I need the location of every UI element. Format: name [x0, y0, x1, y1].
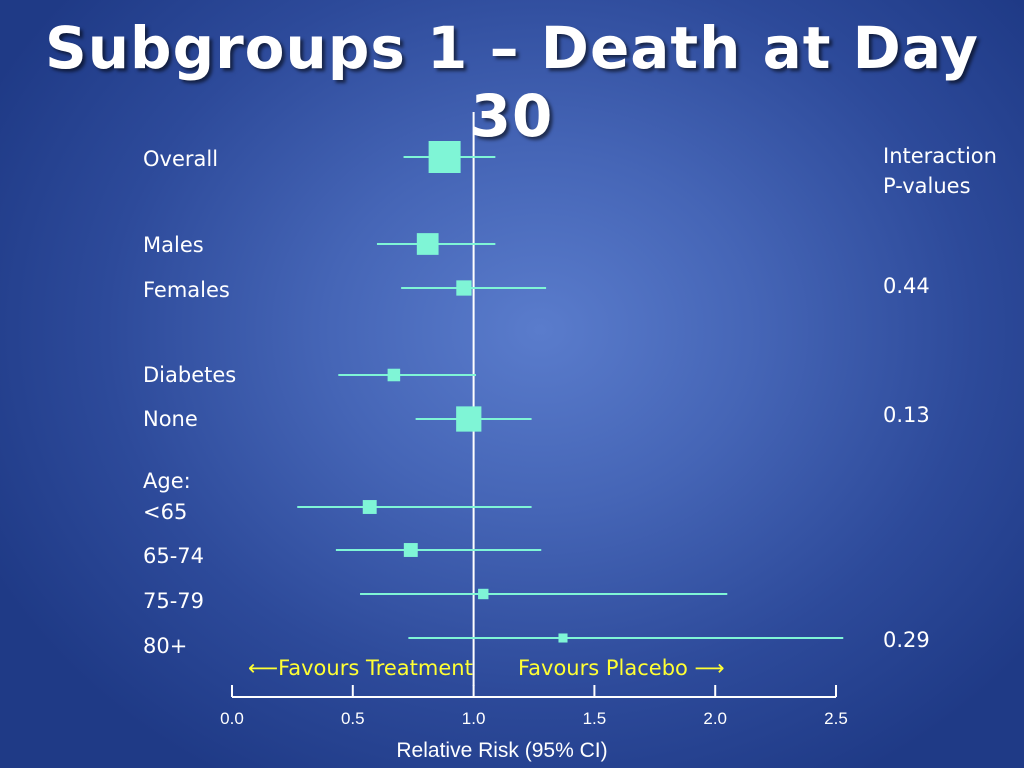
point-estimate-3: [387, 368, 401, 382]
x-axis: 0.0 0.5 1.0 1.5 2.0 2.5: [220, 685, 848, 728]
slide-title: Subgroups 1 – Death at Day 30: [44, 14, 979, 150]
point-estimate-5: [362, 500, 377, 514]
point-estimate-8: [558, 633, 568, 643]
point-estimate-6: [403, 543, 418, 557]
p-value-sex: 0.44: [883, 274, 930, 298]
row-label-females: Females: [143, 278, 230, 302]
row-label-80-plus: 80+: [143, 634, 188, 658]
p-values-header-line1: Interaction: [883, 144, 997, 168]
point-estimate-0: [428, 141, 461, 173]
x-tick-label-5: 2.5: [824, 709, 848, 728]
x-tick-label-2: 1.0: [462, 709, 486, 728]
p-value-diabetes: 0.13: [883, 403, 930, 427]
x-tick-label-1: 0.5: [341, 709, 365, 728]
favours-treatment-label: ⟵Favours Treatment: [248, 656, 473, 680]
point-estimate-2: [456, 280, 472, 296]
row-label-diabetes: Diabetes: [143, 363, 237, 387]
row-label-males: Males: [143, 233, 204, 257]
forest-rows: [297, 141, 844, 643]
row-label-75-79: 75-79: [143, 589, 205, 613]
row-label-overall: Overall: [143, 147, 219, 171]
favours-placebo-label: Favours Placebo ⟶: [518, 656, 725, 680]
row-label-65-74: 65-74: [143, 544, 205, 568]
x-axis-label: Relative Risk (95% CI): [396, 739, 607, 762]
p-values-header-line2: P-values: [883, 174, 971, 198]
row-label-none: None: [143, 407, 198, 431]
point-estimate-7: [478, 588, 489, 600]
p-value-age: 0.29: [883, 628, 930, 652]
x-tick-label-0: 0.0: [220, 709, 244, 728]
age-group-header: Age:: [143, 469, 191, 493]
point-estimate-4: [456, 406, 482, 432]
x-tick-label-4: 2.0: [703, 709, 727, 728]
row-label-under-65: <65: [143, 500, 188, 524]
point-estimate-1: [416, 233, 439, 255]
x-tick-label-3: 1.5: [583, 709, 607, 728]
